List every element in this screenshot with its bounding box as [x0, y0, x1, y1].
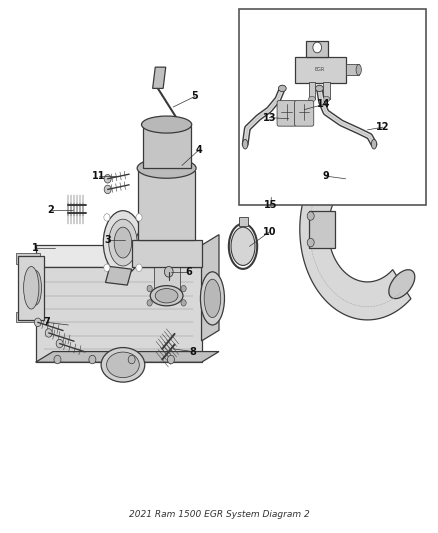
Circle shape [136, 214, 142, 221]
Circle shape [147, 285, 152, 292]
Circle shape [147, 300, 152, 306]
Text: 15: 15 [264, 200, 277, 211]
Ellipse shape [150, 286, 183, 306]
Ellipse shape [389, 161, 414, 188]
Circle shape [56, 340, 63, 348]
Bar [239, 9, 426, 205]
Bar [308, 82, 315, 99]
Ellipse shape [24, 266, 39, 309]
Polygon shape [138, 171, 195, 240]
Text: 2021 Ram 1500 EGR System Diagram 2: 2021 Ram 1500 EGR System Diagram 2 [129, 510, 309, 519]
Circle shape [136, 264, 142, 271]
Ellipse shape [106, 352, 139, 377]
Ellipse shape [323, 96, 330, 102]
Polygon shape [35, 266, 201, 362]
Polygon shape [18, 256, 44, 320]
Ellipse shape [389, 160, 415, 189]
Text: 9: 9 [323, 171, 329, 181]
Polygon shape [119, 240, 141, 261]
Polygon shape [106, 266, 132, 285]
Circle shape [181, 285, 186, 292]
Text: 3: 3 [104, 235, 111, 245]
Bar [239, 216, 248, 226]
Text: 6: 6 [185, 267, 192, 277]
Ellipse shape [30, 270, 42, 305]
Circle shape [164, 266, 173, 277]
Ellipse shape [101, 348, 145, 382]
Polygon shape [152, 67, 166, 88]
Text: 13: 13 [262, 112, 276, 123]
Ellipse shape [371, 140, 377, 149]
Ellipse shape [201, 272, 224, 325]
Polygon shape [35, 352, 219, 362]
Circle shape [313, 42, 321, 53]
Bar [346, 64, 359, 75]
Bar [323, 82, 330, 99]
Ellipse shape [231, 227, 255, 265]
Polygon shape [201, 235, 219, 341]
Text: 1: 1 [32, 243, 39, 253]
Polygon shape [143, 126, 191, 168]
Ellipse shape [109, 219, 137, 266]
Bar [153, 264, 180, 296]
Circle shape [104, 214, 110, 221]
Polygon shape [132, 240, 201, 266]
Circle shape [104, 264, 110, 271]
Circle shape [104, 185, 111, 193]
Ellipse shape [27, 264, 44, 312]
Ellipse shape [114, 227, 132, 258]
Ellipse shape [204, 279, 221, 318]
Ellipse shape [103, 211, 143, 274]
Circle shape [54, 356, 61, 364]
Polygon shape [35, 245, 201, 266]
Text: 11: 11 [92, 171, 106, 181]
Circle shape [89, 356, 96, 364]
Circle shape [104, 174, 111, 183]
FancyBboxPatch shape [294, 101, 314, 126]
Text: 7: 7 [43, 317, 50, 327]
Circle shape [45, 329, 52, 337]
Bar [16, 312, 40, 322]
Circle shape [176, 119, 183, 127]
Text: 4: 4 [196, 144, 203, 155]
Text: 8: 8 [189, 346, 196, 357]
Ellipse shape [141, 116, 192, 133]
Text: 12: 12 [376, 122, 389, 132]
FancyBboxPatch shape [277, 101, 296, 126]
Text: 10: 10 [262, 227, 276, 237]
Text: 5: 5 [191, 91, 198, 101]
Ellipse shape [155, 288, 178, 303]
Polygon shape [300, 139, 411, 320]
Ellipse shape [308, 96, 315, 102]
Text: 2: 2 [48, 205, 54, 215]
Polygon shape [308, 211, 335, 248]
Text: 14: 14 [317, 99, 331, 109]
Polygon shape [306, 41, 328, 56]
Ellipse shape [137, 158, 196, 178]
Bar [16, 253, 40, 264]
Ellipse shape [243, 140, 248, 149]
Circle shape [128, 356, 135, 364]
Circle shape [34, 318, 41, 327]
Polygon shape [132, 229, 175, 245]
Ellipse shape [315, 85, 323, 92]
Circle shape [307, 238, 314, 247]
Circle shape [181, 300, 186, 306]
Bar [395, 156, 408, 166]
Polygon shape [295, 56, 346, 83]
Ellipse shape [389, 270, 415, 298]
Ellipse shape [356, 64, 361, 75]
Ellipse shape [279, 85, 286, 92]
Text: EGR: EGR [314, 67, 325, 72]
Circle shape [307, 212, 314, 220]
Circle shape [167, 356, 174, 364]
